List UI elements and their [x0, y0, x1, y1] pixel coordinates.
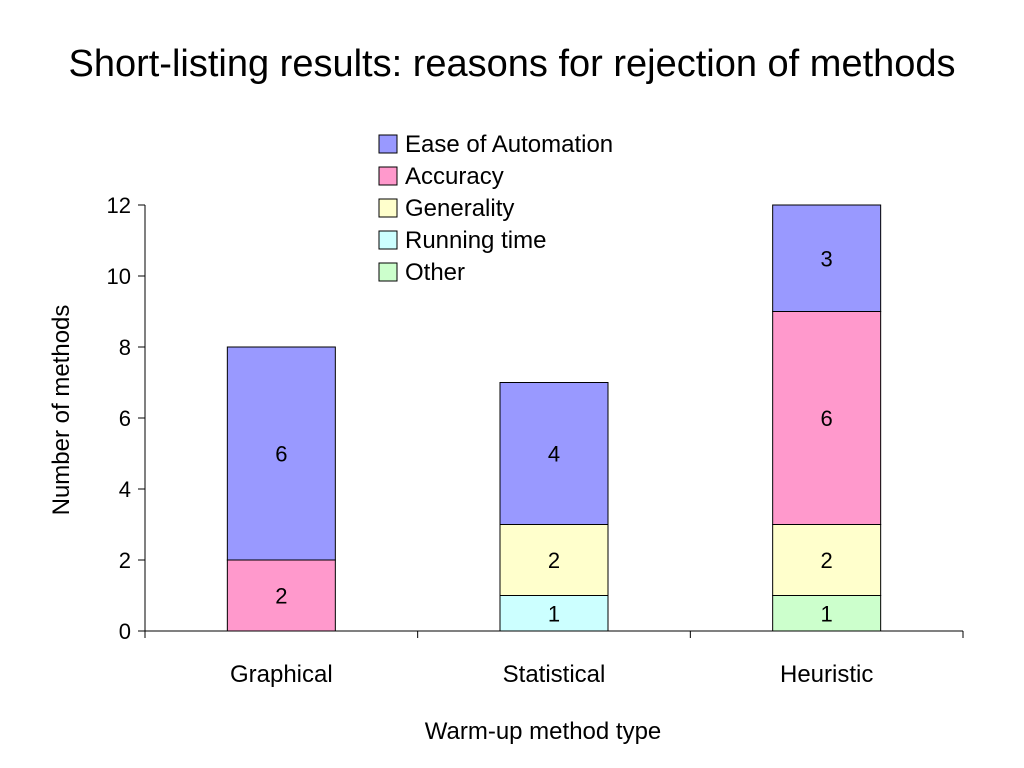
slide-title: Short-listing results: reasons for rejec… [68, 43, 956, 85]
data-label-heuristic-other: 1 [821, 601, 833, 626]
legend-swatch-ease-of-automation [378, 134, 398, 154]
x-axis-title: Warm-up method type [425, 718, 662, 745]
legend-swatch-accuracy [378, 166, 398, 186]
bar-graphical-accuracy [226, 559, 336, 632]
data-label-heuristic-ease-of-automation: 3 [821, 246, 833, 271]
legend-label-ease-of-automation: Ease of Automation [405, 131, 613, 158]
legend-swatch-other [378, 262, 398, 282]
y-tick-label-6: 6 [119, 406, 131, 431]
data-labels-layer: 2 6 1 2 4 1 2 6 3 [275, 246, 833, 626]
data-label-heuristic-generality: 2 [821, 548, 833, 573]
bar-heuristic-accuracy [772, 311, 882, 525]
legend-label-other: Other [405, 259, 465, 286]
y-tick-label-8: 8 [119, 335, 131, 360]
legend: Ease of Automation Accuracy Generality Runn… [378, 131, 613, 286]
legend-swatch-running-time [378, 230, 398, 250]
y-tick-label-12: 12 [107, 193, 131, 218]
y-tick-label-0: 0 [119, 619, 131, 644]
data-label-heuristic-accuracy: 6 [821, 406, 833, 431]
bar-graphical-ease-of-automation [226, 346, 336, 561]
bar-statistical-running-time [499, 595, 609, 632]
x-tick-label-graphical: Graphical [230, 661, 333, 688]
data-label-statistical-generality: 2 [548, 548, 560, 573]
data-label-graphical-ease-of-automation: 6 [275, 442, 287, 467]
data-label-graphical-accuracy: 2 [275, 584, 287, 609]
y-tick-label-2: 2 [119, 548, 131, 573]
y-tick-label-4: 4 [119, 477, 131, 502]
x-tick-label-statistical: Statistical [503, 661, 606, 688]
legend-label-generality: Generality [405, 195, 514, 222]
data-label-statistical-ease-of-automation: 4 [548, 442, 560, 467]
y-axis-title: Number of methods [48, 305, 75, 516]
legend-swatch-generality [378, 198, 398, 218]
bar-statistical-generality [499, 524, 609, 596]
bar-heuristic-ease-of-automation [772, 204, 882, 312]
x-tick-label-heuristic: Heuristic [780, 661, 873, 688]
bars-layer [226, 204, 882, 632]
bar-heuristic-generality [772, 524, 882, 596]
bar-statistical-ease-of-automation [499, 382, 609, 525]
legend-label-accuracy: Accuracy [405, 163, 504, 190]
legend-label-running-time: Running time [405, 227, 546, 254]
data-label-statistical-running-time: 1 [548, 601, 560, 626]
y-tick-label-10: 10 [107, 264, 131, 289]
